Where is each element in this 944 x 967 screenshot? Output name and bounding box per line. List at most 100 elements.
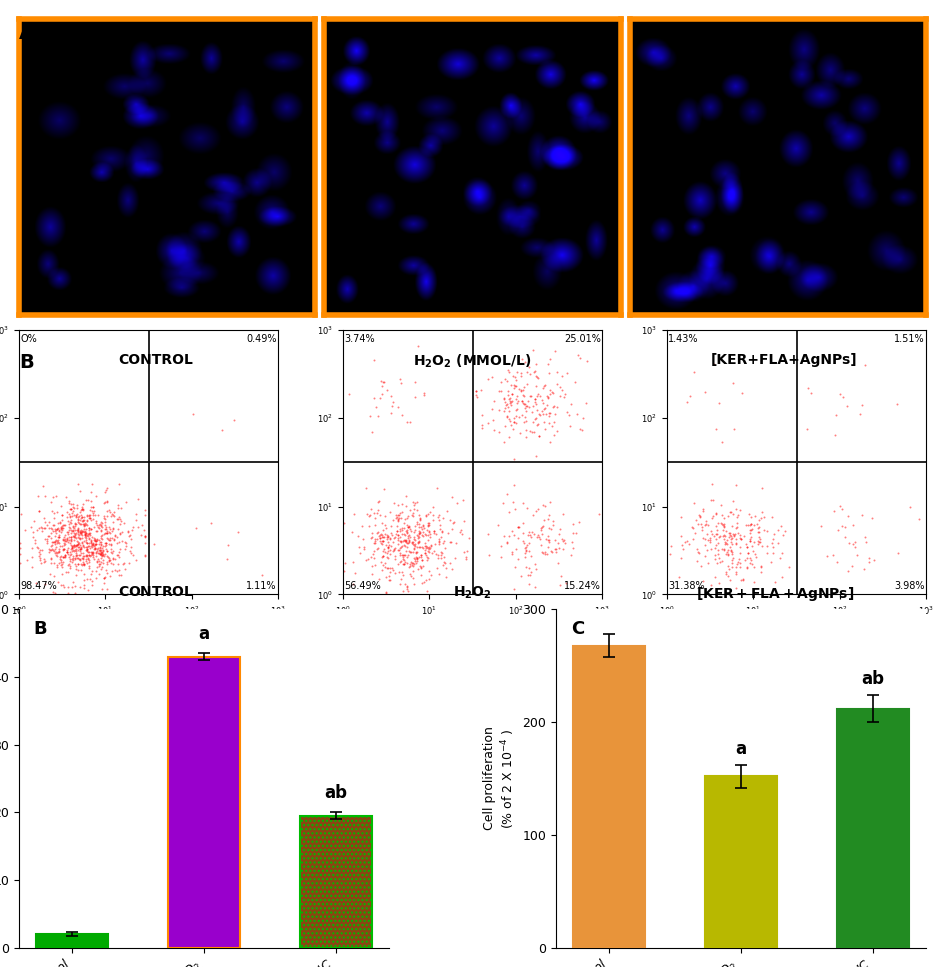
Point <box>72 579 87 595</box>
Point <box>125 546 140 562</box>
Point <box>55 522 70 538</box>
Point <box>390 513 405 528</box>
Point <box>363 530 379 545</box>
Point <box>703 542 718 557</box>
Point <box>39 531 54 546</box>
Point <box>555 507 570 522</box>
Point <box>409 503 424 518</box>
Point <box>95 543 110 559</box>
Point <box>528 396 543 412</box>
Point <box>419 552 434 568</box>
Point <box>374 386 389 401</box>
Point <box>57 579 72 595</box>
Point <box>105 521 120 537</box>
Point <box>94 540 110 555</box>
Point <box>87 504 102 519</box>
Point <box>55 556 70 571</box>
Point <box>504 523 519 539</box>
Point <box>55 518 70 534</box>
Point <box>719 508 734 523</box>
Point <box>724 530 739 545</box>
Point <box>557 536 572 551</box>
Point <box>474 417 489 432</box>
Point <box>49 521 64 537</box>
Point <box>504 544 519 560</box>
Bar <box>168 657 240 948</box>
Point <box>375 374 390 390</box>
Point <box>76 516 91 532</box>
Point <box>394 564 409 579</box>
Point <box>80 526 95 542</box>
Point <box>70 520 85 536</box>
Point <box>90 553 105 569</box>
Point <box>518 559 533 574</box>
Point <box>65 539 80 554</box>
Point <box>96 495 111 511</box>
Point <box>69 561 84 576</box>
Point <box>532 520 548 536</box>
Point <box>691 509 706 524</box>
Point <box>405 564 420 579</box>
Point <box>93 554 109 570</box>
Point <box>68 542 83 557</box>
Point <box>744 521 759 537</box>
Point <box>122 527 137 542</box>
Point <box>84 573 99 589</box>
Point <box>697 531 712 546</box>
Point <box>89 532 104 547</box>
Point <box>519 538 534 553</box>
Point <box>707 518 722 534</box>
Point <box>528 556 543 571</box>
Point <box>41 528 56 543</box>
Point <box>545 386 560 401</box>
Point <box>394 520 409 536</box>
Point <box>370 541 385 556</box>
Point <box>395 547 410 563</box>
Point <box>41 528 56 543</box>
Point <box>94 519 110 535</box>
Point <box>542 351 557 366</box>
Point <box>71 509 86 524</box>
Point <box>93 537 109 552</box>
Point <box>490 516 505 532</box>
Point <box>699 516 714 532</box>
Point <box>12 546 27 562</box>
Point <box>429 546 444 562</box>
Point <box>111 568 126 583</box>
Point <box>89 537 104 552</box>
Point <box>399 549 414 565</box>
Point <box>372 507 387 522</box>
Point <box>118 541 133 556</box>
Point <box>418 541 433 556</box>
Point <box>103 525 118 541</box>
Point <box>90 554 105 570</box>
Point <box>70 540 85 555</box>
Point <box>78 525 93 541</box>
Point <box>434 545 449 561</box>
Point <box>83 535 98 550</box>
Point <box>43 495 59 511</box>
Point <box>442 535 457 550</box>
Point <box>379 549 394 565</box>
Point <box>728 520 743 536</box>
Point <box>80 536 95 551</box>
Point <box>394 510 409 525</box>
Point <box>396 554 412 570</box>
Point <box>547 532 562 547</box>
Point <box>59 565 74 580</box>
Point <box>563 547 578 563</box>
Point <box>418 539 433 554</box>
Point <box>539 546 554 562</box>
Point <box>392 547 407 563</box>
Point <box>66 525 81 541</box>
Point <box>73 541 88 556</box>
Point <box>396 527 412 542</box>
Point <box>381 538 396 553</box>
Point <box>369 542 384 557</box>
Point <box>544 544 559 560</box>
Point <box>743 556 758 571</box>
Point <box>803 385 818 400</box>
Point <box>78 539 93 554</box>
Point <box>405 544 420 560</box>
Point <box>689 553 704 569</box>
